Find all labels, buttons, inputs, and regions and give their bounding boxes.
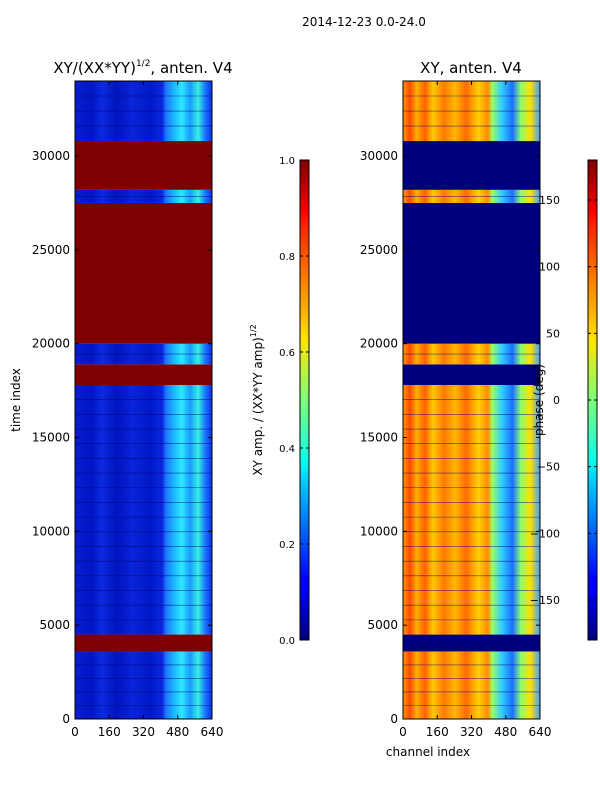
phase-colorbar: −150 −100 −50 0 50 100 150 phase (deg) <box>530 159 598 641</box>
amplitude-colorbar-tick-label: 0.8 <box>279 252 295 263</box>
amplitude-y-tick-label: 5000 <box>39 618 70 632</box>
phase-y-tick-label: 30000 <box>360 149 398 163</box>
amplitude-y-tick-label: 15000 <box>32 431 70 445</box>
phase-row-band-1 <box>403 634 540 652</box>
phase-y-tick-label: 15000 <box>360 431 398 445</box>
amplitude-row-band-3 <box>75 364 212 385</box>
amplitude-row-band-0 <box>75 651 212 719</box>
amplitude-colorbar-label: XY amp. / (XX*YY amp)1/2 <box>249 324 265 475</box>
amplitude-row-band-2 <box>75 384 212 635</box>
amplitude-colorbar-tick-label: 0.4 <box>279 444 295 455</box>
amplitude-title-exponent: 1/2 <box>136 59 150 69</box>
amplitude-row-band-5 <box>75 202 212 344</box>
phase-row-band-3 <box>403 364 540 385</box>
phase-colorbar-tick-label: 150 <box>539 194 560 207</box>
amplitude-title-suffix: , anten. V4 <box>150 59 232 77</box>
phase-colorbar-tick-label: −150 <box>530 594 560 607</box>
amplitude-x-tick-label: 640 <box>201 725 224 739</box>
phase-y-tick-label: 5000 <box>367 618 398 632</box>
phase-heatmap <box>403 81 540 719</box>
amplitude-y-tick-label: 30000 <box>32 149 70 163</box>
phase-row-band-0 <box>403 651 540 719</box>
amplitude-x-tick-label: 0 <box>71 725 79 739</box>
phase-row-band-7 <box>403 141 540 190</box>
amplitude-axes: 0 160 320 480 640 0 5000 10000 15000 20000 25000 30… <box>32 81 224 739</box>
amplitude-colorbar-tick-label: 0.6 <box>279 348 295 359</box>
amplitude-x-tick-label: 320 <box>132 725 155 739</box>
phase-y-tick-label: 25000 <box>360 243 398 257</box>
phase-y-tick-label: 0 <box>390 712 398 726</box>
channel-axis-label: channel index <box>386 745 470 759</box>
amplitude-colorbar: 0.0 0.2 0.4 0.6 0.8 1.0 XY amp. / (XX*YY amp)… <box>249 156 310 647</box>
phase-row-band-2 <box>403 384 540 635</box>
phase-axes: 0 160 320 480 640 0 5000 10000 15000 20000 25000 30… <box>360 81 552 739</box>
amplitude-colorbar-label-main: XY amp. / (XX*YY amp) <box>251 337 265 475</box>
phase-colorbar-tick-label: 50 <box>546 327 560 340</box>
phase-x-tick-label: 320 <box>460 725 483 739</box>
phase-x-tick-label: 0 <box>399 725 407 739</box>
phase-x-tick-label: 480 <box>494 725 517 739</box>
phase-x-tick-label: 640 <box>529 725 552 739</box>
phase-colorbar-ticks: −150 −100 −50 0 50 100 150 <box>530 194 597 607</box>
phase-x-tick-label: 160 <box>426 725 449 739</box>
phase-colorbar-tick-label: −100 <box>530 527 560 540</box>
phase-y-tick-label: 20000 <box>360 337 398 351</box>
amplitude-row-band-1 <box>75 634 212 652</box>
phase-y-tick-label: 10000 <box>360 524 398 538</box>
amplitude-colorbar-tick-label: 0.0 <box>279 636 295 647</box>
amplitude-colorbar-gradient <box>299 159 310 641</box>
phase-row-band-5 <box>403 202 540 344</box>
amplitude-colorbar-tick-label: 1.0 <box>279 156 295 167</box>
phase-colorbar-label: phase (deg) <box>532 364 546 436</box>
amplitude-y-tick-label: 0 <box>62 712 70 726</box>
figure-suptitle: 2014-12-23 0.0-24.0 <box>302 15 426 29</box>
amplitude-colorbar-ticks: 0.0 0.2 0.4 0.6 0.8 1.0 <box>279 156 309 647</box>
amplitude-y-axis-label: time index <box>9 368 23 432</box>
phase-panel-title: XY, anten. V4 <box>420 59 522 77</box>
amplitude-colorbar-tick-label: 0.2 <box>279 540 295 551</box>
phase-colorbar-tick-label: 0 <box>553 394 560 407</box>
amplitude-y-tick-label: 10000 <box>32 524 70 538</box>
amplitude-row-band-7 <box>75 141 212 190</box>
amplitude-panel: XY/(XX*YY)1/2, anten. V4 0 160 320 480 640 0 5… <box>9 59 233 739</box>
amplitude-x-tick-label: 160 <box>98 725 121 739</box>
amplitude-y-tick-label: 20000 <box>32 337 70 351</box>
amplitude-x-tick-label: 480 <box>166 725 189 739</box>
phase-colorbar-tick-label: 100 <box>539 261 560 274</box>
phase-panel: XY, anten. V4 0 160 320 480 640 0 5000 10000 150… <box>360 59 552 759</box>
amplitude-title-main: XY/(XX*YY) <box>53 59 136 77</box>
amplitude-colorbar-label-exponent: 1/2 <box>249 324 258 337</box>
amplitude-y-tick-label: 25000 <box>32 243 70 257</box>
amplitude-panel-title: XY/(XX*YY)1/2, anten. V4 <box>53 59 232 77</box>
amplitude-heatmap <box>75 81 212 719</box>
phase-colorbar-tick-label: −50 <box>537 461 560 474</box>
